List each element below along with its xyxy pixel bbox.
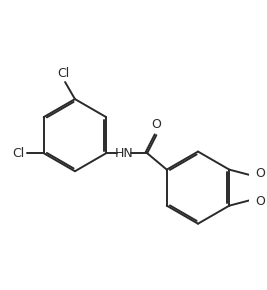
Text: O: O <box>256 195 265 208</box>
Text: Cl: Cl <box>12 147 24 160</box>
Text: O: O <box>151 118 161 131</box>
Text: Cl: Cl <box>57 67 70 80</box>
Text: HN: HN <box>115 147 134 160</box>
Text: O: O <box>256 167 265 180</box>
